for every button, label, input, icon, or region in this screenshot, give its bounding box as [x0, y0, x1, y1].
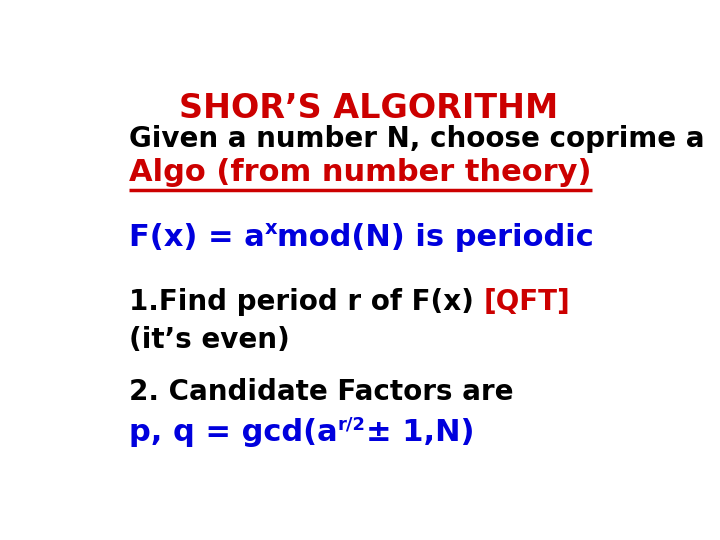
Text: [QFT]: [QFT] — [484, 288, 570, 316]
Text: ± 1,N): ± 1,N) — [366, 418, 474, 447]
Text: mod(N) is periodic: mod(N) is periodic — [277, 222, 594, 252]
Text: Given a number N, choose coprime a: Given a number N, choose coprime a — [129, 125, 705, 153]
Text: Algo (from number theory): Algo (from number theory) — [129, 158, 592, 187]
Text: SHOR’S ALGORITHM: SHOR’S ALGORITHM — [179, 92, 559, 125]
Text: r/2: r/2 — [338, 415, 366, 434]
Text: 2. Candidate Factors are: 2. Candidate Factors are — [129, 377, 513, 406]
Text: (it’s even): (it’s even) — [129, 326, 290, 354]
Text: x: x — [265, 219, 277, 238]
Text: 1.Find period r of F(x): 1.Find period r of F(x) — [129, 288, 484, 316]
Text: F(x) = a: F(x) = a — [129, 222, 265, 252]
Text: p, q = gcd(a: p, q = gcd(a — [129, 418, 338, 447]
